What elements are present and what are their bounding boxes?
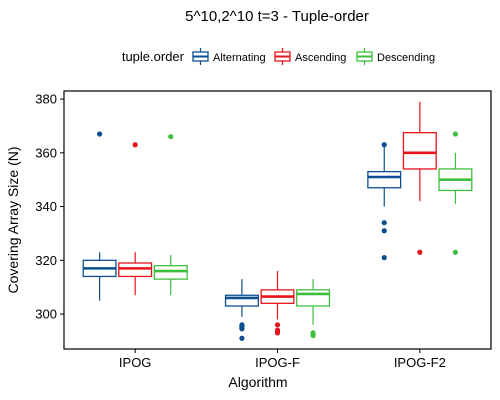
box-iqr bbox=[224, 294, 259, 307]
outlier-point bbox=[381, 142, 387, 148]
outlier-point bbox=[381, 220, 387, 226]
x-axis: IPOG IPOG-F IPOG-F2 bbox=[119, 349, 446, 370]
outlier-point bbox=[381, 255, 387, 261]
y-axis-label: Covering Array Size (N) bbox=[5, 146, 21, 293]
box-descending-ipog-f bbox=[296, 279, 331, 339]
y-tick-label: 320 bbox=[35, 253, 57, 268]
outlier-point bbox=[452, 131, 459, 137]
outlier-point bbox=[417, 249, 423, 255]
outlier-point bbox=[239, 326, 245, 332]
box-iqr bbox=[402, 132, 437, 170]
legend: tuple.order Alternating Ascending Descendi… bbox=[122, 48, 435, 65]
outlier-point bbox=[132, 142, 138, 148]
box-alternating-ipog bbox=[82, 131, 117, 301]
legend-label: Alternating bbox=[213, 52, 266, 64]
box-iqr bbox=[153, 265, 188, 280]
legend-item-ascending: Ascending bbox=[274, 48, 346, 65]
outlier-point bbox=[274, 322, 281, 328]
x-axis-label: Algorithm bbox=[228, 374, 287, 390]
x-tick-label: IPOG-F bbox=[255, 355, 300, 370]
chart-title: 5^10,2^10 t=3 - Tuple-order bbox=[185, 8, 369, 25]
outlier-point bbox=[452, 249, 459, 255]
outlier-point bbox=[168, 134, 174, 140]
box-iqr bbox=[118, 262, 153, 278]
y-tick-label: 300 bbox=[35, 307, 57, 322]
y-tick-label: 340 bbox=[35, 199, 57, 214]
box-alternating-ipog-f bbox=[224, 279, 259, 341]
box-ascending-ipog-f2 bbox=[402, 101, 437, 255]
boxes-layer bbox=[82, 101, 473, 341]
legend-item-alternating: Alternating bbox=[192, 48, 266, 65]
legend-item-descending: Descending bbox=[356, 48, 435, 65]
outlier-point bbox=[239, 335, 245, 341]
box-ascending-ipog-f bbox=[260, 271, 295, 336]
y-tick-label: 380 bbox=[35, 92, 57, 107]
box-iqr bbox=[367, 170, 402, 189]
box-iqr bbox=[296, 289, 331, 307]
x-tick-label: IPOG bbox=[119, 355, 152, 370]
legend-label: Descending bbox=[377, 52, 435, 64]
legend-title: tuple.order bbox=[122, 49, 185, 64]
outlier-point bbox=[96, 131, 103, 137]
outlier-point bbox=[381, 228, 387, 234]
x-tick-label: IPOG-F2 bbox=[394, 355, 446, 370]
box-descending-ipog bbox=[153, 134, 188, 296]
box-alternating-ipog-f2 bbox=[367, 142, 402, 261]
y-tick-label: 360 bbox=[35, 145, 57, 160]
legend-label: Ascending bbox=[295, 52, 346, 64]
outlier-point bbox=[310, 332, 316, 339]
outlier-point bbox=[274, 330, 281, 336]
y-axis: 300 320 340 360 380 bbox=[35, 92, 64, 322]
box-descending-ipog-f2 bbox=[438, 131, 473, 255]
box-ascending-ipog bbox=[118, 142, 153, 296]
